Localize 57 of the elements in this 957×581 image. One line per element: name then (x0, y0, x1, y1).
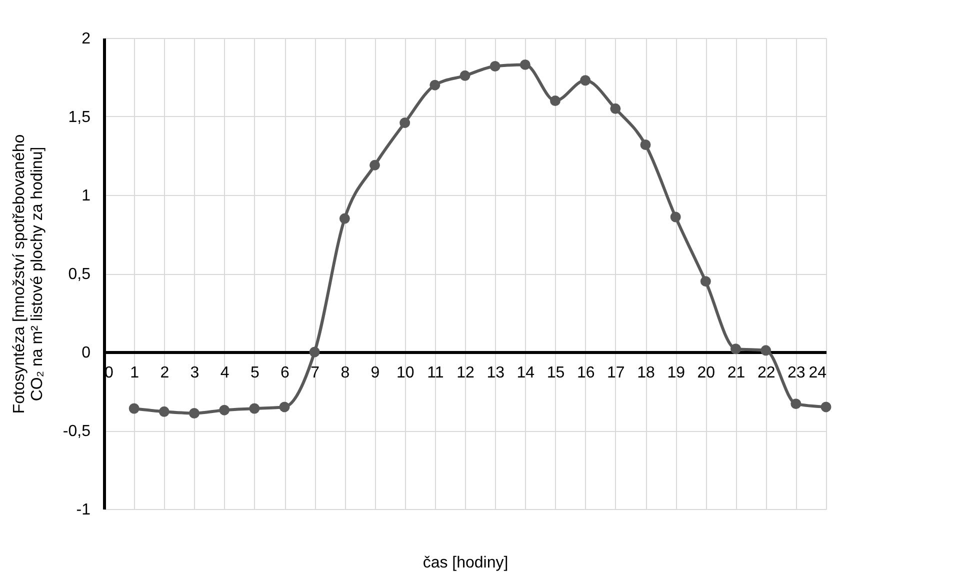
x-tick-label: 20 (697, 364, 716, 382)
y-axis-title: Fotosyntéza [množství spotřebovaného CO₂ na m² listové plochy za hodinu] (10, 134, 46, 414)
x-tick-label: 9 (370, 364, 380, 382)
y-tick-label: -1 (76, 502, 91, 518)
point (219, 404, 230, 416)
point (460, 70, 470, 81)
y-tick-label: 2 (82, 30, 91, 48)
y-tick-label: 0 (82, 344, 91, 362)
point (400, 118, 410, 128)
point (430, 80, 440, 90)
x-tick-label: 3 (190, 364, 200, 382)
point (640, 140, 651, 150)
point (550, 96, 560, 106)
point (158, 406, 170, 417)
x-tick-label: 24 (808, 364, 827, 382)
x-tick-label: 2 (160, 364, 170, 382)
point (309, 346, 320, 358)
x-tick-label: 22 (757, 364, 776, 382)
x-tick-label: 12 (456, 364, 474, 382)
point (249, 403, 260, 414)
y-tick-label: -0,5 (62, 423, 91, 440)
x-tick-label: 21 (727, 364, 746, 382)
point (700, 276, 711, 287)
x-tick-label: 15 (546, 364, 565, 382)
x-tick-label: 4 (220, 364, 230, 382)
point (760, 345, 772, 356)
point (370, 160, 380, 170)
x-tick-label: 11 (427, 364, 444, 382)
point (580, 75, 591, 86)
point (279, 402, 290, 412)
y-tick-label: 0,5 (68, 266, 91, 283)
x-tick-label: 13 (486, 364, 505, 382)
x-tick-label: 1 (130, 364, 140, 382)
y-tick-label: 1,5 (68, 109, 91, 126)
x-tick-label: 18 (637, 364, 655, 382)
point (339, 213, 350, 224)
point (790, 398, 802, 410)
x-axis-title: čas [hodiny] (422, 554, 508, 572)
x-tick-label: 19 (667, 364, 686, 382)
point (490, 61, 500, 72)
x-tick-label: 7 (310, 364, 320, 382)
point (189, 408, 200, 418)
x-tick-label: 10 (396, 364, 414, 382)
point (670, 212, 681, 222)
y-tick-label: 1 (82, 188, 91, 204)
x-tick-label: 6 (280, 364, 290, 382)
point (520, 59, 530, 70)
point (820, 402, 832, 412)
x-tick-label: 5 (250, 364, 260, 382)
point (730, 344, 741, 354)
point (128, 403, 140, 414)
x-tick-label: 17 (607, 364, 625, 382)
x-tick-label: 8 (340, 364, 350, 382)
x-tick-label: 23 (788, 364, 806, 382)
point (610, 103, 621, 114)
x-tick-label: 14 (516, 364, 535, 382)
x-tick-label: 16 (576, 364, 595, 382)
